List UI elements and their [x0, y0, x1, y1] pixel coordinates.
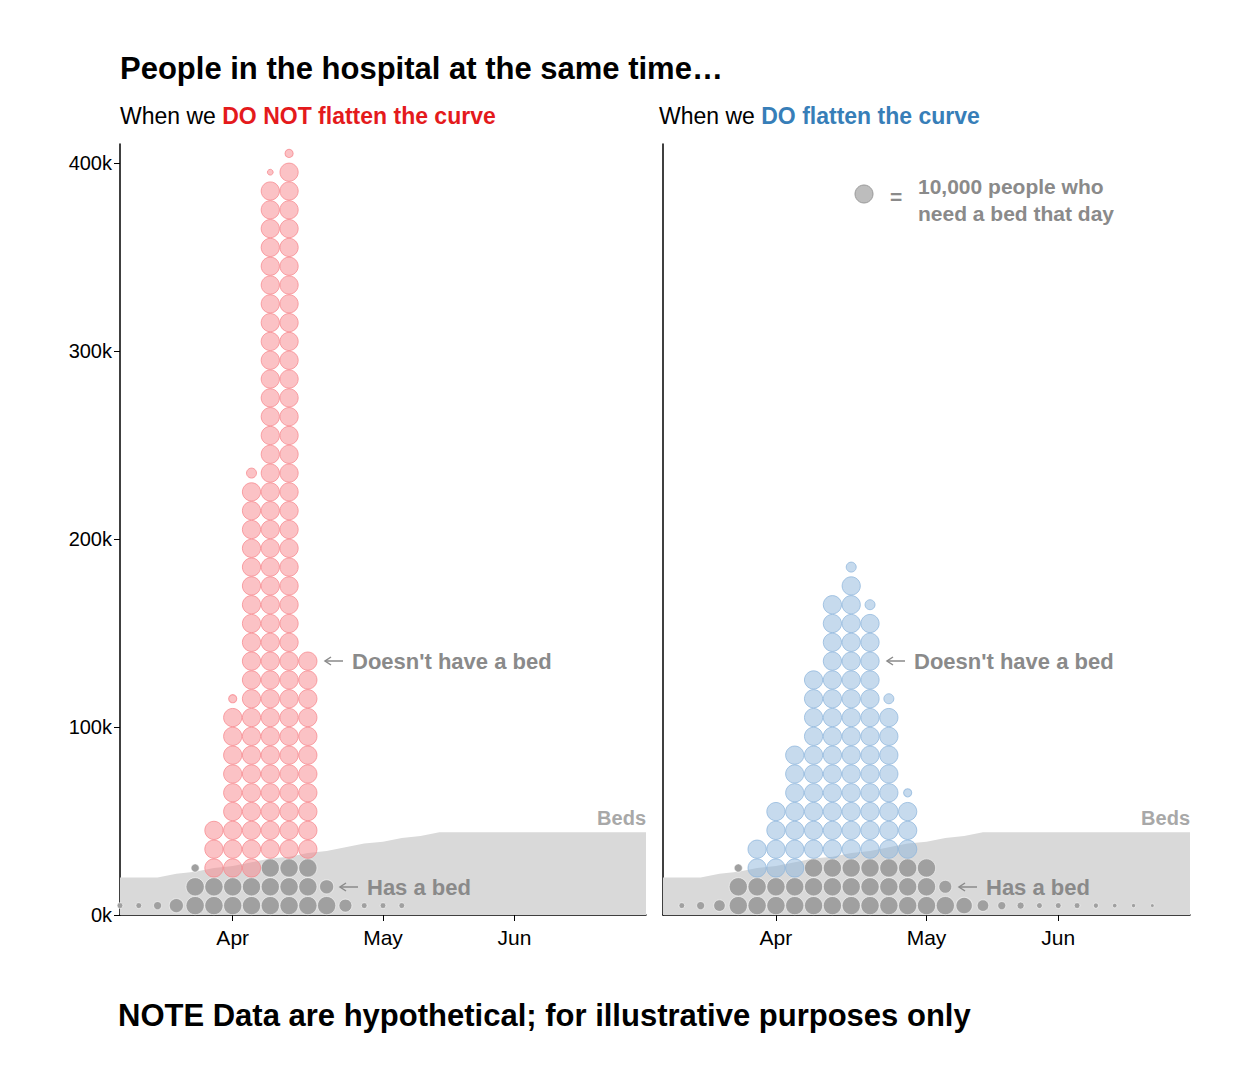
svg-text:May: May: [363, 926, 403, 949]
svg-text:Jun: Jun: [498, 926, 532, 949]
svg-text:need a bed that day: need a bed that day: [918, 202, 1114, 225]
svg-text:100k: 100k: [69, 716, 113, 738]
svg-text:Beds: Beds: [597, 807, 646, 829]
svg-text:May: May: [907, 926, 947, 949]
svg-text:Has a bed: Has a bed: [986, 875, 1090, 900]
svg-text:0k: 0k: [91, 904, 113, 926]
svg-text:10,000 people who: 10,000 people who: [918, 175, 1104, 198]
svg-text:300k: 300k: [69, 340, 113, 362]
svg-text:400k: 400k: [69, 152, 113, 174]
svg-text:DO NOT flatten the curve: DO NOT flatten the curve: [222, 103, 495, 129]
svg-text:200k: 200k: [69, 528, 113, 550]
svg-text:Beds: Beds: [1141, 807, 1190, 829]
svg-text:NOTE Data are hypothetical; fo: NOTE Data are hypothetical; for illustra…: [118, 998, 971, 1033]
svg-text:Has a bed: Has a bed: [367, 875, 471, 900]
svg-text:When we: When we: [120, 103, 222, 129]
svg-text:People in the hospital at the: People in the hospital at the same time…: [120, 51, 723, 86]
svg-text:DO flatten the curve: DO flatten the curve: [761, 103, 980, 129]
svg-text:Jun: Jun: [1041, 926, 1075, 949]
svg-text:Doesn't have a bed: Doesn't have a bed: [352, 649, 552, 674]
svg-text:Apr: Apr: [216, 926, 249, 949]
svg-text:Doesn't have a bed: Doesn't have a bed: [914, 649, 1114, 674]
svg-text:=: =: [890, 185, 902, 208]
svg-text:When we: When we: [659, 103, 761, 129]
svg-text:Apr: Apr: [760, 926, 793, 949]
